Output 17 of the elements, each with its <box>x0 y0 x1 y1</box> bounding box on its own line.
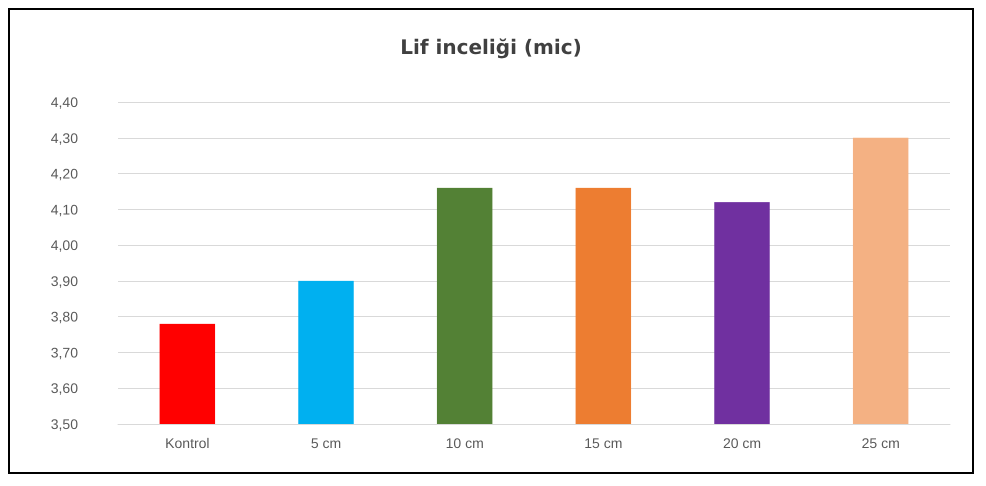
x-tick-label: 20 cm <box>722 435 762 451</box>
x-tick-label: 15 cm <box>584 435 622 451</box>
y-tick-label: 4,30 <box>50 130 78 146</box>
x-tick-label: 5 cm <box>310 435 342 451</box>
y-tick-label: 3,80 <box>50 308 78 325</box>
x-tick-label: 10 cm <box>446 435 484 451</box>
y-tick-label: 3,90 <box>50 272 78 289</box>
y-tick-label: 4,00 <box>50 237 78 254</box>
y-tick-label: 4,10 <box>50 201 78 218</box>
chart-title: Lif inceliği (mic) <box>400 35 582 59</box>
x-tick-label: Kontrol <box>165 435 210 451</box>
x-tick-label: 25 cm <box>862 435 900 451</box>
y-tick-label: 3,70 <box>50 344 78 360</box>
y-tick-label: 4,20 <box>50 166 78 182</box>
y-tick-label: 4,40 <box>50 94 78 110</box>
y-tick-label: 3,60 <box>50 380 78 396</box>
y-tick-label: 3,50 <box>50 416 78 432</box>
